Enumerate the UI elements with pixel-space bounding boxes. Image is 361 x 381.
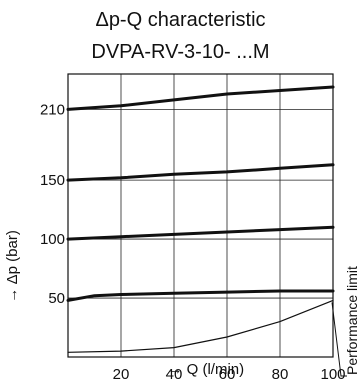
y-axis-label: → Δp (bar) bbox=[4, 230, 21, 303]
chart-title-line-2: DVPA-RV-3-10- ...M bbox=[91, 41, 270, 63]
annotation-leader-line bbox=[331, 302, 347, 377]
y-tick-label: 210 bbox=[40, 101, 65, 118]
chart-title-line-1: Δp-Q characteristic bbox=[95, 9, 266, 31]
characteristic-curve-3 bbox=[66, 225, 335, 241]
plot-frame bbox=[67, 73, 334, 358]
characteristic-curve-2 bbox=[66, 163, 335, 182]
x-tick-label: 20 bbox=[113, 366, 130, 381]
series-lines bbox=[66, 85, 335, 353]
x-tick-label: 100 bbox=[320, 366, 345, 381]
performance-limit-curve bbox=[67, 299, 334, 353]
y-tick-label: 150 bbox=[40, 172, 65, 189]
y-tick-label: 50 bbox=[48, 290, 65, 307]
performance-limit-annotation: Performance limit bbox=[344, 266, 360, 375]
x-tick-label: 80 bbox=[272, 366, 289, 381]
y-tick-label: 100 bbox=[40, 231, 65, 248]
tick-labels: 20 40 60 80 100 50 100 150 210 bbox=[40, 101, 346, 381]
characteristic-curve-4 bbox=[66, 289, 335, 302]
x-axis-label: → Q (l/min) bbox=[167, 361, 244, 378]
grid-lines bbox=[68, 74, 333, 357]
x-tick-label: 40 bbox=[166, 366, 183, 381]
x-tick-label: 60 bbox=[219, 366, 236, 381]
characteristic-curve-1 bbox=[66, 85, 335, 111]
